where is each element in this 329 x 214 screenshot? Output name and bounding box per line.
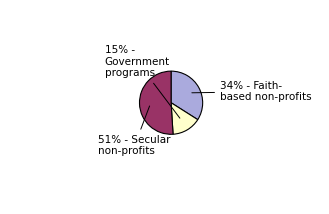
Text: 51% - Secular
non-profits: 51% - Secular non-profits: [98, 106, 171, 156]
Wedge shape: [171, 103, 198, 134]
Wedge shape: [171, 71, 203, 120]
Text: 34% - Faith-
based non-profits: 34% - Faith- based non-profits: [192, 81, 312, 103]
Text: 15% -
Government
programs: 15% - Government programs: [105, 45, 180, 118]
Wedge shape: [139, 71, 173, 134]
